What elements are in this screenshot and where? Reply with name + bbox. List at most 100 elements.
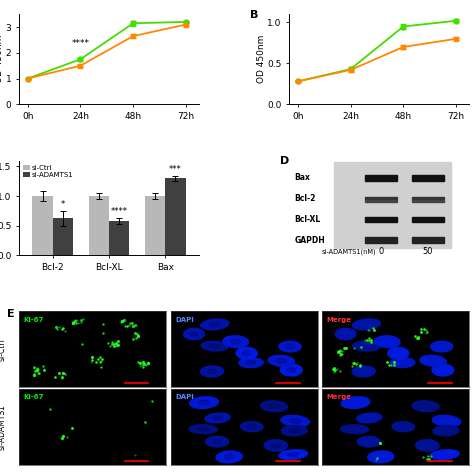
Text: si-ADAMTS1: si-ADAMTS1: [0, 404, 7, 450]
Ellipse shape: [279, 341, 301, 352]
Ellipse shape: [281, 415, 310, 427]
Ellipse shape: [352, 319, 381, 330]
Ellipse shape: [206, 437, 228, 447]
Bar: [334, 163, 451, 247]
Bar: [365, 175, 397, 181]
Bar: [411, 200, 444, 202]
Ellipse shape: [286, 345, 294, 349]
Ellipse shape: [261, 401, 288, 412]
Ellipse shape: [335, 328, 356, 340]
Text: si-Ctrl: si-Ctrl: [0, 337, 7, 361]
Ellipse shape: [356, 413, 382, 423]
Ellipse shape: [352, 366, 375, 377]
Ellipse shape: [212, 439, 222, 444]
Ellipse shape: [289, 428, 300, 433]
Ellipse shape: [209, 344, 220, 348]
Ellipse shape: [416, 440, 439, 451]
Ellipse shape: [430, 341, 453, 352]
Ellipse shape: [432, 415, 461, 427]
Ellipse shape: [205, 413, 230, 423]
Bar: [145, 196, 165, 255]
Text: D: D: [280, 156, 290, 166]
Bar: [365, 197, 397, 199]
Ellipse shape: [432, 364, 454, 376]
Text: DAPI: DAPI: [175, 317, 194, 323]
Text: *: *: [61, 200, 65, 209]
Ellipse shape: [230, 339, 241, 344]
Ellipse shape: [201, 319, 229, 330]
Text: ****: ****: [110, 207, 128, 216]
Ellipse shape: [433, 426, 459, 436]
Ellipse shape: [213, 416, 223, 420]
Text: ****: ****: [72, 39, 90, 48]
Ellipse shape: [368, 451, 394, 463]
Ellipse shape: [243, 351, 251, 356]
Ellipse shape: [290, 419, 301, 423]
Ellipse shape: [208, 369, 217, 374]
Ellipse shape: [392, 422, 415, 432]
Text: Ki-67: Ki-67: [23, 317, 44, 323]
Ellipse shape: [341, 397, 370, 409]
Ellipse shape: [198, 400, 210, 405]
Ellipse shape: [223, 336, 248, 347]
Bar: [32, 196, 53, 255]
Ellipse shape: [189, 425, 217, 434]
Ellipse shape: [353, 341, 380, 351]
Bar: [53, 219, 73, 255]
Ellipse shape: [282, 426, 307, 436]
Bar: [165, 178, 185, 255]
Legend: si-Ctrl, si-ADAMTS1: si-Ctrl, si-ADAMTS1: [22, 164, 74, 179]
Ellipse shape: [247, 425, 256, 428]
Bar: [365, 237, 397, 243]
Text: Ki-67: Ki-67: [23, 394, 44, 401]
Ellipse shape: [224, 455, 235, 459]
Text: E: E: [7, 309, 14, 319]
Text: Bax: Bax: [294, 173, 310, 182]
Y-axis label: OD 450nm: OD 450nm: [0, 35, 4, 83]
Text: GAPDH: GAPDH: [294, 236, 325, 245]
Ellipse shape: [190, 332, 198, 336]
Text: si-ADAMTS1(nM): si-ADAMTS1(nM): [321, 248, 376, 255]
Ellipse shape: [287, 368, 296, 373]
Ellipse shape: [357, 437, 380, 447]
Ellipse shape: [388, 347, 409, 359]
Text: DAPI: DAPI: [175, 394, 194, 401]
Ellipse shape: [239, 358, 264, 368]
Bar: [411, 175, 444, 181]
Ellipse shape: [430, 450, 459, 459]
Y-axis label: OD 450nm: OD 450nm: [257, 35, 266, 83]
Ellipse shape: [279, 450, 308, 459]
Bar: [411, 217, 444, 222]
Ellipse shape: [374, 336, 400, 347]
Ellipse shape: [391, 358, 415, 368]
Ellipse shape: [341, 425, 369, 434]
Bar: [365, 200, 397, 202]
Bar: [411, 237, 444, 243]
Ellipse shape: [190, 397, 219, 409]
Ellipse shape: [240, 422, 263, 432]
Text: B: B: [249, 10, 258, 20]
Ellipse shape: [216, 451, 242, 463]
Ellipse shape: [268, 356, 295, 366]
Ellipse shape: [201, 341, 228, 351]
Text: 50: 50: [423, 247, 433, 256]
Ellipse shape: [236, 347, 257, 359]
Text: ***: ***: [169, 164, 182, 173]
Text: Bcl-XL: Bcl-XL: [294, 215, 321, 224]
Text: 0: 0: [378, 247, 383, 256]
Text: Merge: Merge: [327, 394, 352, 401]
Text: Merge: Merge: [327, 317, 352, 323]
Bar: [109, 221, 129, 255]
Ellipse shape: [412, 401, 439, 412]
Ellipse shape: [271, 443, 281, 448]
Ellipse shape: [420, 356, 446, 366]
Text: Bcl-2: Bcl-2: [294, 194, 316, 203]
Ellipse shape: [288, 453, 299, 456]
Ellipse shape: [281, 364, 302, 376]
Bar: [89, 196, 109, 255]
Ellipse shape: [264, 440, 288, 451]
Ellipse shape: [269, 404, 280, 409]
Bar: [365, 217, 397, 222]
Ellipse shape: [183, 328, 204, 340]
Bar: [411, 197, 444, 199]
